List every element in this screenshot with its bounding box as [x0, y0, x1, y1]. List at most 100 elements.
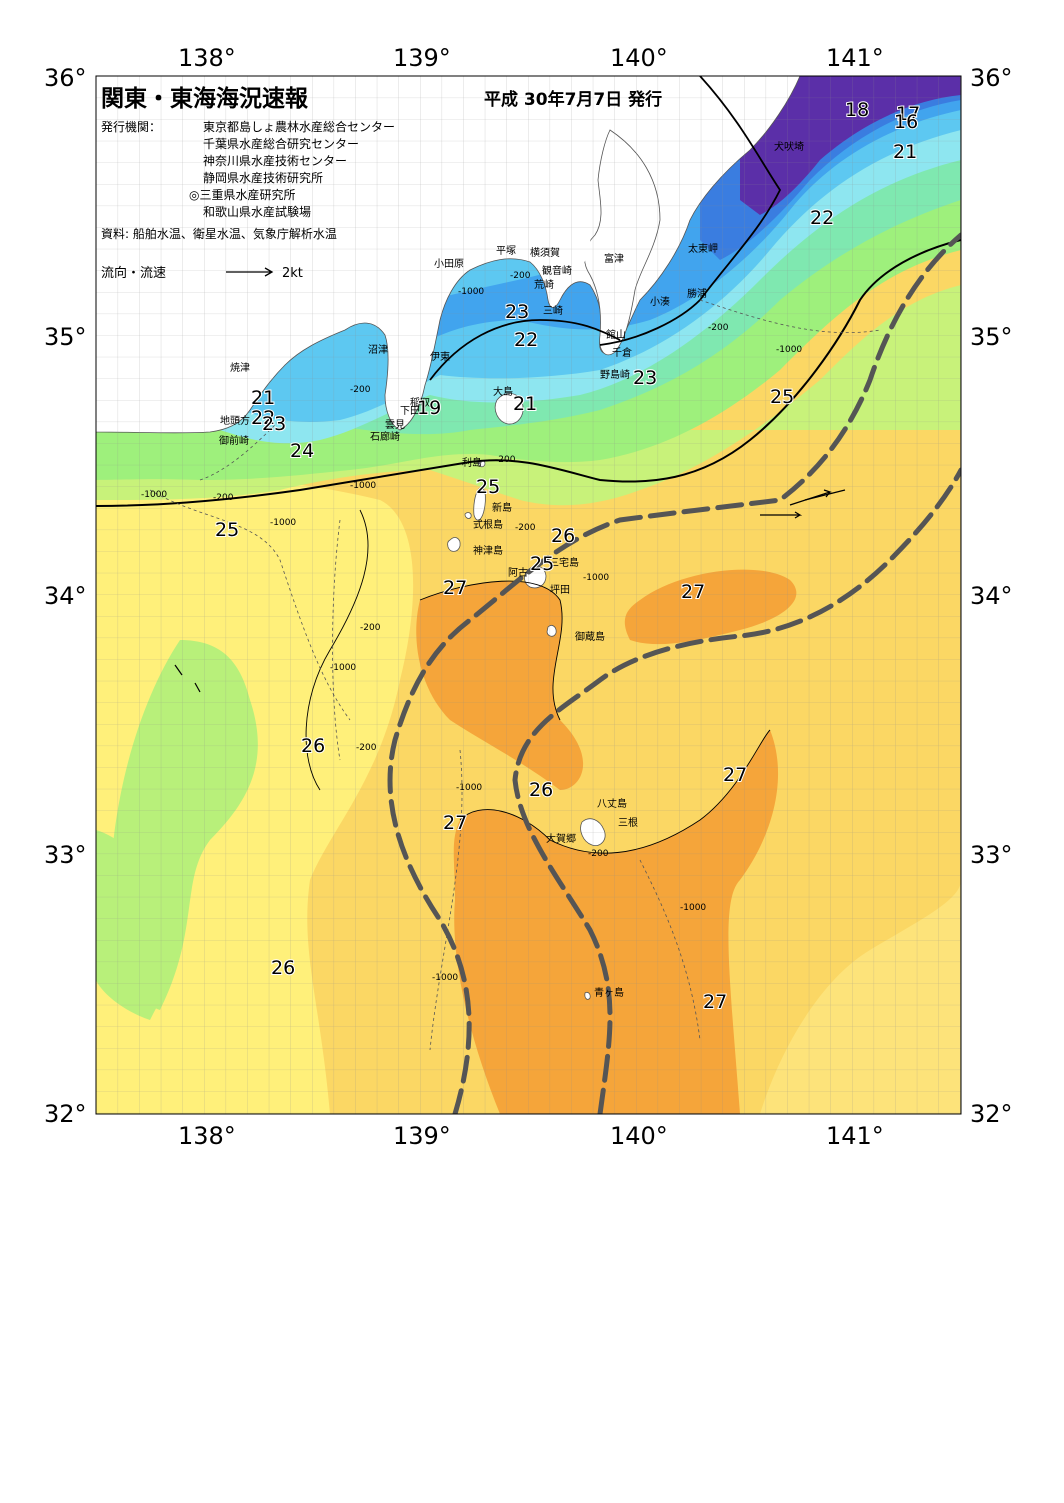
- temp-label: 26: [529, 779, 553, 801]
- publisher-label: 発行機関：: [101, 119, 161, 134]
- place-label: 三根: [618, 816, 638, 829]
- temp-label: 26: [271, 957, 295, 979]
- latitude-labels-left: 36° 35° 34° 33° 32°: [44, 64, 87, 1128]
- place-label: 八丈島: [597, 797, 627, 810]
- depth-label: -1000: [776, 345, 802, 355]
- depth-label: -200: [510, 271, 531, 281]
- depth-label: -200: [708, 323, 729, 333]
- place-label: 三崎: [543, 304, 563, 317]
- place-label: 御前崎: [219, 434, 249, 447]
- current-legend-label: 流向・流速: [101, 265, 166, 281]
- place-label: 小湊: [650, 295, 670, 308]
- depth-label: -1000: [432, 973, 458, 983]
- map-frame: [95, 75, 962, 1115]
- current-arrow: [760, 511, 803, 519]
- temp-label: 26: [301, 735, 325, 757]
- temp-label: 24: [290, 440, 314, 462]
- current-arrow: [174, 664, 183, 676]
- depth-label: -1000: [270, 518, 296, 528]
- place-label: 館山: [606, 328, 626, 341]
- temp-label: 22: [514, 329, 538, 351]
- issue-date: 平成 30年7月7日 発行: [484, 89, 662, 110]
- temp-label: 27: [443, 812, 467, 834]
- publisher-item: 神奈川県水産技術センター: [203, 153, 347, 168]
- place-label: 野島崎: [600, 368, 630, 381]
- temp-label: 27: [703, 991, 727, 1013]
- isotherm-21-line: [429, 319, 621, 381]
- temp-label: 25: [215, 519, 239, 541]
- lat-label: 33°: [44, 841, 87, 869]
- place-label: 千倉: [612, 346, 632, 359]
- publisher-item: 東京都島しょ農林水産総合センター: [203, 119, 395, 134]
- current-legend-scale: 2kt: [282, 266, 303, 281]
- place-label: 下田: [400, 406, 420, 417]
- temp-label: 21: [893, 141, 917, 163]
- publisher-item: 静岡県水産技術研究所: [203, 170, 323, 185]
- lat-label: 34°: [44, 582, 87, 610]
- depth-label: -200: [360, 623, 381, 633]
- latitude-labels-right: 36° 35° 34° 33° 32°: [970, 64, 1013, 1128]
- longitude-labels-bottom: 138° 139° 140° 141°: [178, 1122, 884, 1150]
- place-label: 沼津: [368, 343, 388, 356]
- depth-contours: [149, 299, 881, 1051]
- depth-1000-west: [149, 489, 351, 721]
- temp-label: 25: [476, 476, 500, 498]
- depth-label: -200: [495, 455, 516, 465]
- lat-label: 36°: [970, 64, 1013, 92]
- place-label: 式根島: [473, 518, 503, 531]
- isotherm-labels: 18 17 16 21 22 23 22 23 21 22 23 24 25 2…: [214, 98, 921, 1014]
- place-label: 地頭方: [220, 414, 250, 427]
- temp-label: 27: [723, 764, 747, 786]
- lon-label: 141°: [826, 1122, 884, 1150]
- place-label: 坪田: [550, 583, 570, 596]
- lat-label: 32°: [970, 1100, 1013, 1128]
- depth-label: -1000: [141, 490, 167, 500]
- place-label: 大賀郷: [546, 832, 576, 845]
- isotherm-27-south-line: [459, 729, 771, 854]
- kuroshio-axis-west: [387, 232, 961, 1114]
- depth-label: -200: [213, 493, 234, 503]
- depth-label: -200: [356, 743, 377, 753]
- lat-label: 36°: [44, 64, 87, 92]
- place-label: 神津島: [473, 544, 503, 557]
- isotherm-lines: [96, 76, 961, 854]
- place-label: 阿古: [508, 566, 528, 579]
- depth-label: -200: [350, 385, 371, 395]
- publisher-item: 和歌山県水産試験場: [203, 204, 311, 219]
- place-label: 御蔵島: [575, 630, 605, 643]
- place-label: 青ヶ島: [594, 986, 624, 999]
- temp-label: 17: [896, 103, 920, 125]
- temp-label: 22: [251, 407, 275, 429]
- depth-1000-izu: [332, 519, 341, 761]
- place-label: 富津: [604, 252, 624, 265]
- lat-label: 35°: [970, 323, 1013, 351]
- place-label: 焼津: [230, 362, 250, 374]
- isotherm-25-line: [96, 239, 961, 507]
- temp-label: 21: [513, 393, 537, 415]
- temp-label: 19: [417, 397, 441, 419]
- lon-label: 141°: [826, 44, 884, 72]
- depth-label: -1000: [458, 287, 484, 297]
- publisher-item: 千葉県水産総合研究センター: [203, 136, 359, 151]
- isotherm-27-line: [419, 580, 563, 721]
- current-arrow: [804, 489, 846, 501]
- depth-label: -1000: [583, 573, 609, 583]
- lat-label: 32°: [44, 1100, 87, 1128]
- temp-label: 26: [551, 525, 575, 547]
- place-label: 雲見: [385, 419, 405, 431]
- place-label: 平塚: [496, 245, 516, 257]
- depth-label: -1000: [456, 783, 482, 793]
- place-label: 観音崎: [542, 264, 572, 277]
- depth-label: -200: [515, 523, 536, 533]
- place-label: 小田原: [434, 258, 464, 270]
- isotherm-22-line: [599, 76, 782, 346]
- place-label: 大島: [493, 385, 513, 398]
- temp-label: 23: [262, 413, 286, 435]
- publisher-list: 東京都島しょ農林水産総合センター 千葉県水産総合研究センター 神奈川県水産技術セ…: [189, 119, 395, 219]
- place-label: 荒崎: [534, 278, 554, 291]
- temp-label: 25: [530, 553, 554, 575]
- place-label: 新島: [492, 501, 512, 514]
- depth-label: -1000: [680, 903, 706, 913]
- publisher-item: ◎三重県水産研究所: [189, 187, 295, 202]
- temp-label: 23: [505, 301, 529, 323]
